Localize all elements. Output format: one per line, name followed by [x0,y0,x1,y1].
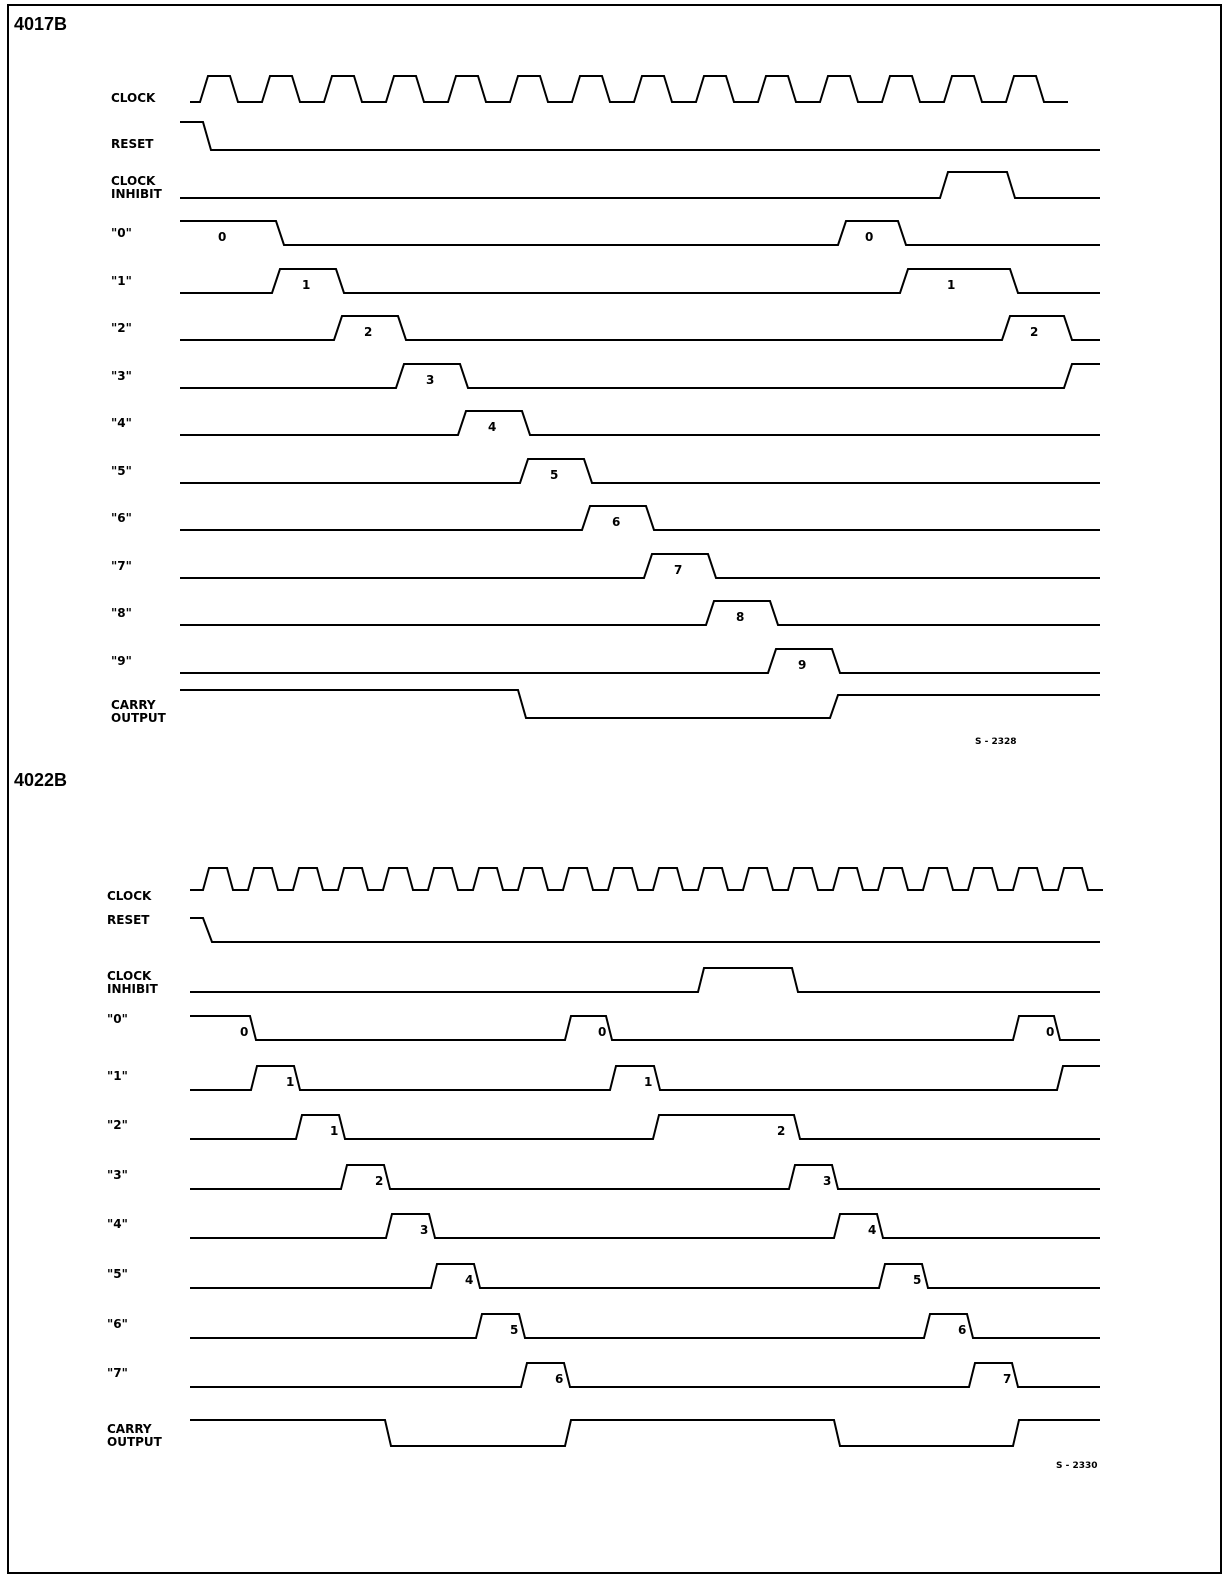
pulse-number-1: 1 [644,1075,652,1089]
label-output-6: "6" [111,511,132,525]
output-9-waveform [180,648,1100,674]
output-6-waveform [180,505,1100,531]
label-output-4: "4" [107,1217,128,1231]
label-clock: CLOCK [111,91,156,105]
pulse-number-7: 7 [1003,1372,1011,1386]
pulse-number-0: 0 [598,1025,606,1039]
timing-diagram-4022b: CLOCK RESET CLOCK INHIBIT "0" 0 0 0 "1" 1 1 "2" 1 2 "3… [107,867,1103,1471]
label-output-9: "9" [111,654,132,668]
label-carry-output: CARRY OUTPUT [111,698,167,725]
label-output-7: "7" [107,1366,128,1380]
label-reset: RESET [111,137,154,151]
clock-inhibit-waveform [190,967,1100,993]
title-4022b: 4022B [14,770,68,790]
timing-diagram-4017b: CLOCK RESET CLOCK INHIBIT "0" 0 0 "1" 1 1 "2" 2 2 "3"… [111,75,1100,747]
clock-waveform [190,75,1068,103]
output-1-waveform [190,1065,1100,1091]
label-clock-inhibit: CLOCK INHIBIT [111,174,163,201]
output-4-waveform [180,410,1100,436]
label-output-4: "4" [111,416,132,430]
label-output-1: "1" [107,1069,128,1083]
output-1-waveform [180,268,1100,294]
label-output-0: "0" [111,226,132,240]
pulse-number-4: 4 [868,1223,876,1237]
title-4017b: 4017B [14,14,68,34]
pulse-number-1: 1 [302,278,310,292]
pulse-number-1: 1 [286,1075,294,1089]
output-7-waveform [180,553,1100,579]
pulse-number-0: 0 [218,230,226,244]
label-output-0: "0" [107,1012,128,1026]
output-6-waveform [190,1313,1100,1339]
output-2-waveform [180,315,1100,341]
pulse-number-4: 4 [488,420,496,434]
output-0-waveform [190,1015,1100,1041]
pulse-number-9: 9 [798,658,806,672]
pulse-number-0: 0 [240,1025,248,1039]
output-0-waveform [180,220,1100,246]
pulse-number-5: 4 [465,1273,473,1287]
reset-waveform [190,917,1100,943]
pulse-number-7: 6 [555,1372,563,1386]
pulse-number-0: 0 [1046,1025,1054,1039]
figure-frame [7,4,1222,1574]
pulse-number-0: 0 [865,230,873,244]
label-reset: RESET [107,913,150,927]
label-output-8: "8" [111,606,132,620]
pulse-number-6: 6 [958,1323,966,1337]
label-output-5: "5" [107,1267,128,1281]
label-output-1: "1" [111,274,132,288]
clock-inhibit-waveform [180,171,1100,199]
label-carry-output: CARRY OUTPUT [107,1422,163,1449]
clock-waveform [190,867,1103,891]
pulse-number-8: 8 [736,610,744,624]
carry-output-waveform [190,1419,1100,1447]
label-output-2: "2" [111,321,132,335]
label-output-6: "6" [107,1317,128,1331]
label-output-5: "5" [111,464,132,478]
output-8-waveform [180,600,1100,626]
output-5-waveform [180,458,1100,484]
label-output-3: "3" [111,369,132,383]
output-4-waveform [190,1213,1100,1239]
pulse-number-2: 2 [777,1124,785,1138]
carry-output-waveform [180,689,1100,719]
pulse-number-6: 5 [510,1323,518,1337]
pulse-number-3: 3 [823,1174,831,1188]
pulse-number-2: 2 [364,325,372,339]
label-output-3: "3" [107,1168,128,1182]
pulse-number-5: 5 [913,1273,921,1287]
label-clock-inhibit: CLOCK INHIBIT [107,969,159,996]
label-output-7: "7" [111,559,132,573]
reference-code: S - 2328 [975,737,1017,747]
pulse-number-4: 3 [420,1223,428,1237]
pulse-number-6: 6 [612,515,620,529]
output-5-waveform [190,1263,1100,1289]
output-7-waveform [190,1362,1100,1388]
reference-code: S - 2330 [1056,1461,1098,1471]
output-3-waveform [180,363,1100,389]
pulse-number-1: 1 [947,278,955,292]
label-clock: CLOCK [107,889,152,903]
pulse-number-3: 3 [426,373,434,387]
output-2-waveform [190,1114,1100,1140]
reset-waveform [180,121,1100,151]
pulse-number-7: 7 [674,563,682,577]
pulse-number-3: 2 [375,1174,383,1188]
pulse-number-5: 5 [550,468,558,482]
pulse-number-2: 1 [330,1124,338,1138]
label-output-2: "2" [107,1118,128,1132]
output-3-waveform [190,1164,1100,1190]
pulse-number-2: 2 [1030,325,1038,339]
